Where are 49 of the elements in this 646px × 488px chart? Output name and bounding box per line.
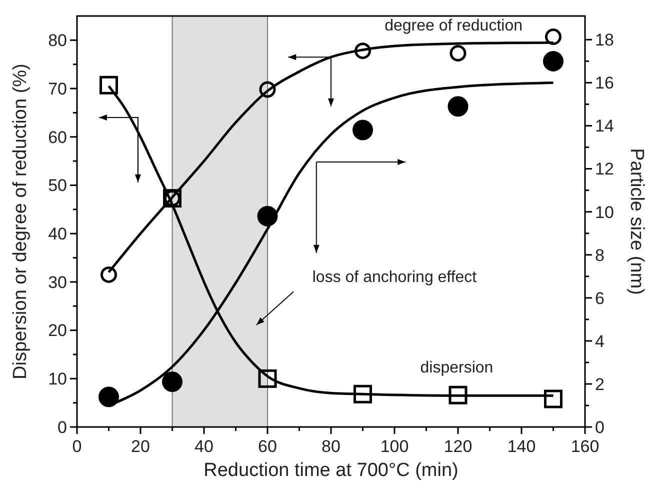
point bbox=[354, 42, 371, 60]
y2-tick-label: 12 bbox=[595, 160, 614, 179]
point bbox=[259, 81, 276, 98]
point bbox=[545, 28, 562, 46]
point bbox=[448, 386, 468, 404]
y-tick-label: 80 bbox=[48, 31, 67, 50]
point bbox=[98, 386, 119, 408]
y-tick-label: 50 bbox=[48, 176, 67, 196]
y-tick-label: 70 bbox=[48, 79, 67, 98]
x-tick-label: 160 bbox=[570, 437, 600, 456]
y2-tick-label: 16 bbox=[595, 74, 614, 93]
y2-tick-label: 6 bbox=[595, 288, 604, 308]
x-tick-label: 80 bbox=[322, 437, 340, 456]
point bbox=[543, 50, 564, 72]
annotation: degree of reduction bbox=[384, 18, 522, 35]
y2-tick-label: 0 bbox=[595, 418, 604, 437]
y2-tick-label: 8 bbox=[595, 246, 604, 265]
y-tick-label: 60 bbox=[48, 128, 67, 147]
point bbox=[450, 44, 466, 62]
y-tick-label: 20 bbox=[48, 321, 67, 340]
x-tick-label: 40 bbox=[194, 437, 214, 456]
x-tick-label: 140 bbox=[507, 437, 536, 456]
y2-tick-label: 14 bbox=[595, 116, 614, 136]
point bbox=[448, 96, 468, 117]
y2-tick-label: 10 bbox=[595, 202, 614, 222]
y2-axis-title: Particle size (nm) bbox=[626, 148, 646, 295]
x-tick-label: 60 bbox=[258, 437, 277, 456]
point bbox=[544, 390, 562, 408]
y-tick-label: 0 bbox=[58, 418, 67, 437]
y2-tick-label: 4 bbox=[595, 332, 604, 351]
point bbox=[162, 372, 182, 392]
x-axis-title: Reduction time at 700°C (min) bbox=[204, 460, 458, 481]
point bbox=[354, 384, 372, 404]
x-tick-label: 0 bbox=[72, 437, 82, 456]
y-axis-title: Dispersion or degree of reduction (%) bbox=[10, 64, 31, 380]
annotation: dispersion bbox=[420, 359, 494, 376]
x-tick-label: 120 bbox=[444, 437, 472, 456]
y-tick-label: 10 bbox=[48, 370, 67, 389]
point bbox=[100, 76, 118, 94]
annotation: loss of anchoring effect bbox=[312, 268, 478, 286]
y2-tick-label: 18 bbox=[595, 30, 614, 50]
point bbox=[352, 120, 373, 140]
y-tick-label: 40 bbox=[48, 224, 67, 244]
point bbox=[100, 266, 117, 283]
x-tick-label: 20 bbox=[131, 437, 150, 456]
y2-tick-label: 2 bbox=[595, 374, 604, 394]
y-tick-label: 30 bbox=[48, 272, 67, 292]
x-tick-label: 100 bbox=[380, 437, 409, 456]
point bbox=[258, 369, 277, 388]
